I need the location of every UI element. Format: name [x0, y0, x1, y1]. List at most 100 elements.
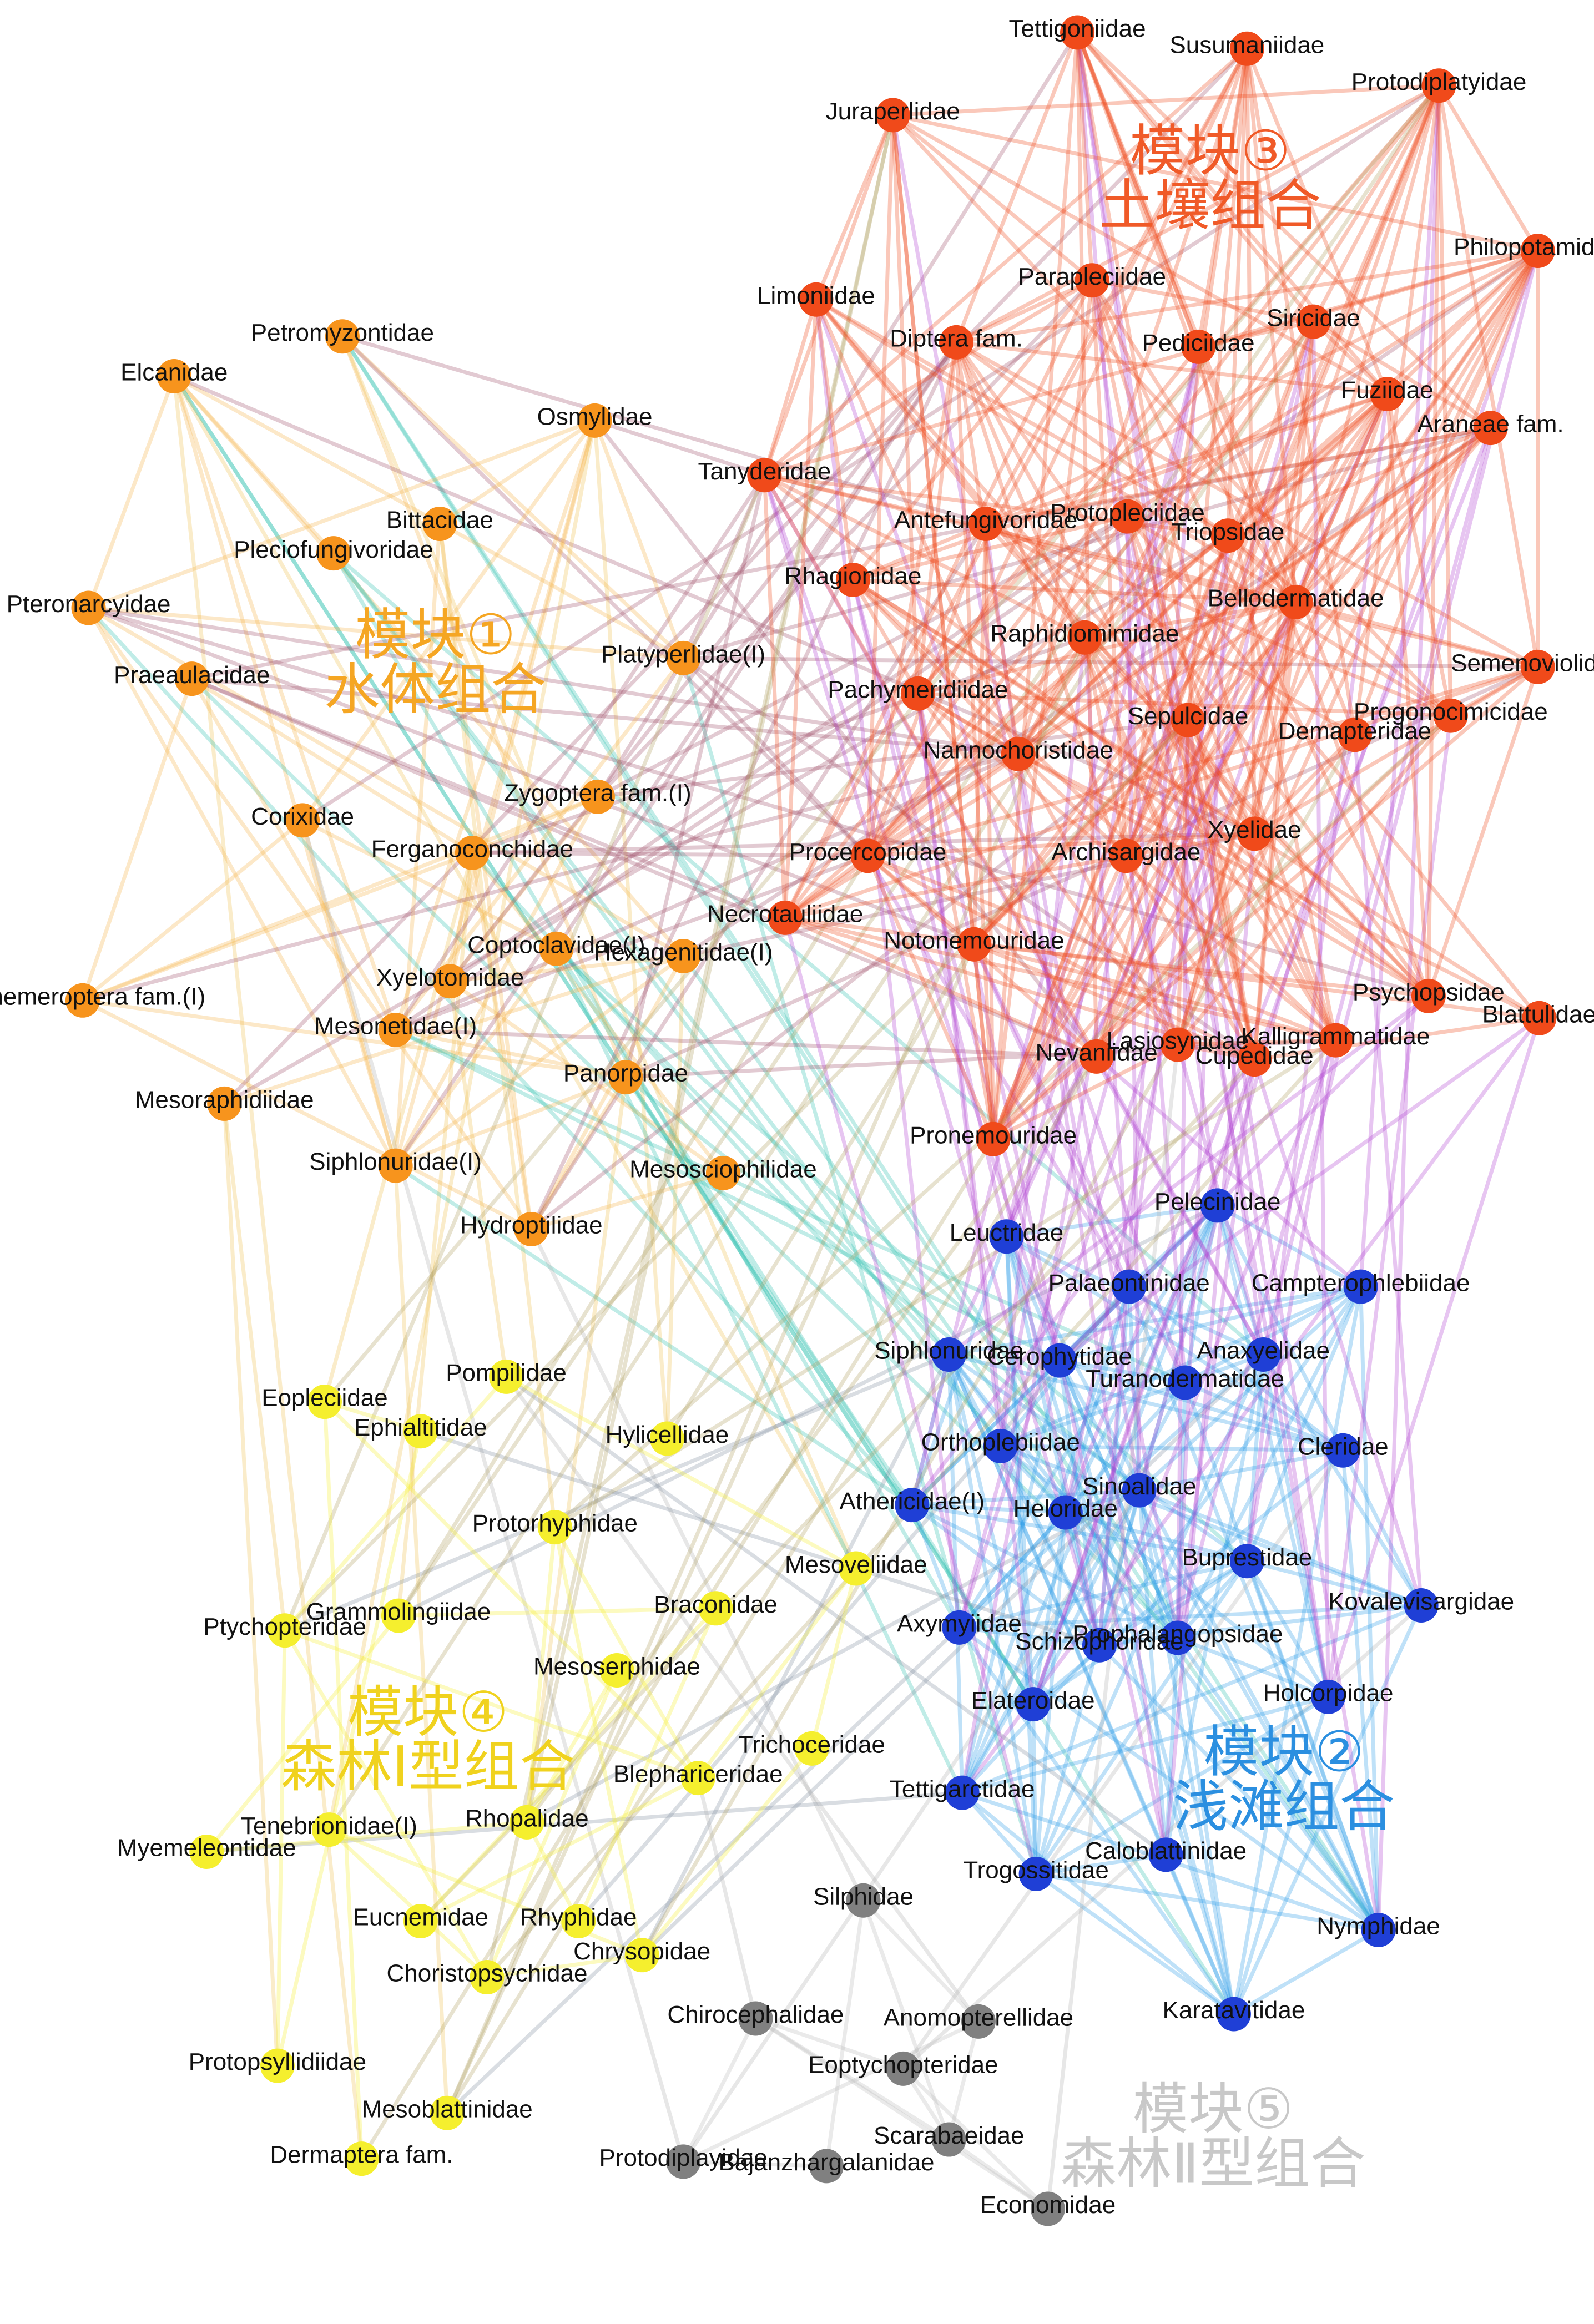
edge	[1057, 1360, 1180, 1639]
node-label: Juraperlidae	[826, 98, 960, 125]
edge	[867, 853, 1336, 1042]
edge	[340, 335, 1380, 1931]
edge	[1176, 1636, 1380, 1931]
edge	[1385, 393, 1431, 997]
edge	[420, 1429, 1101, 1648]
edge	[1164, 1853, 1236, 2015]
edge	[1124, 855, 1265, 1355]
edge	[1034, 1560, 1249, 1875]
edge	[1075, 32, 1357, 736]
node-label: Kalligrammatidae	[1241, 1023, 1430, 1050]
node	[1160, 1620, 1195, 1655]
edge	[1176, 535, 1230, 1638]
node	[1160, 1027, 1195, 1062]
edge	[191, 676, 1019, 756]
edge	[1437, 85, 1540, 668]
edge	[1094, 719, 1190, 1057]
node	[285, 803, 320, 838]
node	[189, 1835, 224, 1870]
node-label: Choristopsychidae	[386, 1960, 587, 1987]
edge	[1004, 1236, 1035, 1705]
edge	[955, 279, 1093, 345]
edge	[947, 1353, 1168, 1856]
edge	[448, 852, 475, 982]
edge	[1094, 1055, 1265, 1356]
edge	[972, 600, 1298, 946]
edge	[1098, 1644, 1380, 1932]
edge	[783, 48, 1249, 919]
node	[344, 2141, 379, 2176]
node-label: Pronemouridae	[910, 1121, 1077, 1149]
edge	[683, 2159, 827, 2168]
edge	[1176, 1286, 1363, 1639]
edge	[954, 342, 996, 1139]
edge	[784, 392, 1389, 920]
node-label: Tettigarctidae	[890, 1775, 1035, 1802]
edge	[640, 1747, 814, 1957]
node-label: Athericidae(I)	[839, 1488, 985, 1515]
edge	[973, 942, 1429, 998]
edge	[957, 321, 1315, 1628]
node	[378, 1012, 413, 1047]
edge	[1090, 280, 1338, 1041]
node	[1237, 1042, 1272, 1077]
edge	[1245, 1354, 1265, 1562]
edge	[596, 279, 1094, 799]
edge	[972, 249, 1540, 946]
node-label: Mesoblattinidae	[362, 2095, 533, 2123]
edge	[323, 1400, 700, 1780]
edge	[1164, 1354, 1265, 1856]
edge	[395, 1028, 1097, 1059]
edge	[853, 578, 1296, 604]
edge	[1017, 752, 1128, 857]
edge	[1245, 1560, 1380, 1931]
edge	[1031, 1704, 1038, 1874]
node-label: Protopleciidae	[1050, 499, 1205, 526]
edge	[814, 299, 1020, 755]
edge	[577, 1285, 1131, 1923]
edge	[783, 299, 818, 918]
node	[1246, 1337, 1281, 1372]
edge	[852, 392, 1388, 582]
edge	[1176, 1637, 1236, 2015]
node	[1112, 1269, 1147, 1304]
edge	[394, 474, 766, 1031]
edge	[1326, 1017, 1541, 1697]
edge	[810, 1568, 858, 1749]
node	[422, 506, 457, 541]
edge	[1437, 85, 1453, 716]
edge	[505, 1375, 1167, 1857]
node	[1001, 736, 1036, 771]
node-label: Bajanzhargalanidae	[719, 2149, 935, 2176]
node-label: Mesosciophilidae	[629, 1156, 817, 1183]
edge	[505, 1375, 857, 1570]
edge	[1227, 534, 1452, 718]
edge	[1032, 1449, 1344, 1706]
node	[1404, 1588, 1439, 1623]
node-label: Demapteridae	[1278, 718, 1431, 745]
node	[698, 1591, 733, 1626]
edge	[555, 947, 1249, 1563]
node-label: Mesoveliidae	[785, 1551, 927, 1578]
edge	[450, 954, 684, 983]
edge	[173, 374, 1255, 836]
edge	[916, 693, 1035, 1705]
edge	[911, 1503, 1179, 1640]
edge	[275, 1630, 287, 2066]
edge	[764, 249, 1538, 477]
edge	[1177, 1636, 1329, 1699]
node-label: Sinoalidae	[1082, 1473, 1197, 1500]
node	[1200, 1188, 1235, 1223]
node	[649, 1421, 684, 1456]
edge	[947, 1353, 1102, 1646]
edge	[524, 1527, 557, 1823]
edge	[1245, 1040, 1338, 1562]
edge	[1341, 1450, 1380, 1931]
edge	[851, 578, 1020, 756]
node-label: Ephialtitidae	[354, 1414, 487, 1441]
edge	[1252, 321, 1315, 1060]
edge	[957, 1511, 1067, 1629]
node-label: Mesoraphidiidae	[135, 1087, 314, 1114]
node-label: Axymyiidae	[897, 1610, 1022, 1638]
